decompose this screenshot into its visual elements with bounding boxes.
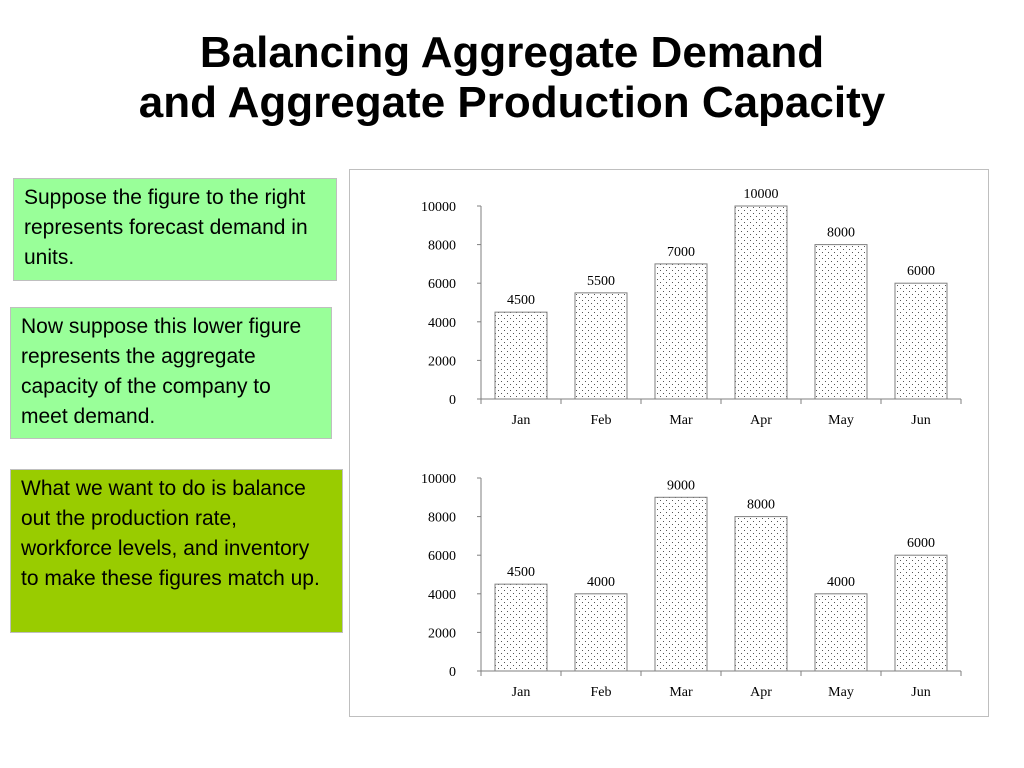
bar-may bbox=[814, 244, 868, 400]
x-tick-label-jun: Jun bbox=[911, 685, 930, 700]
chart-frame: 0 2000 4000 6000 8000 10000 4500 Jan 5500 Feb 7000… bbox=[349, 169, 989, 717]
slide-title: Balancing Aggregate Demand and Aggregate… bbox=[0, 28, 1024, 128]
y-tick-label: 10000 bbox=[421, 472, 456, 487]
x-tick-label-jan: Jan bbox=[512, 413, 531, 428]
x-tick-label-feb: Feb bbox=[591, 413, 612, 428]
y-tick-label: 2000 bbox=[428, 354, 456, 369]
y-tick-label: 0 bbox=[449, 393, 456, 408]
slide-title-line-2: and Aggregate Production Capacity bbox=[138, 78, 886, 127]
data-label-apr: 8000 bbox=[747, 498, 775, 513]
aggregate-capacity-chart: 0 2000 4000 6000 8000 10000 4500 Jan 4000 Feb 9000… bbox=[421, 472, 962, 700]
forecast-demand-note: Suppose the figure to the right represen… bbox=[13, 178, 337, 281]
data-label-jan: 4500 bbox=[507, 293, 535, 308]
y-tick-label: 8000 bbox=[428, 239, 456, 254]
bar-jan bbox=[494, 583, 548, 672]
x-tick-label-jun: Jun bbox=[911, 413, 930, 428]
data-label-jun: 6000 bbox=[907, 264, 935, 279]
chart-axes: 0 2000 4000 6000 8000 10000 bbox=[421, 472, 962, 680]
data-label-feb: 4000 bbox=[587, 575, 615, 590]
data-label-mar: 7000 bbox=[667, 245, 695, 260]
x-tick-label-apr: Apr bbox=[750, 685, 772, 700]
y-tick-label: 6000 bbox=[428, 549, 456, 564]
chart-axes: 0 2000 4000 6000 8000 10000 bbox=[421, 200, 962, 408]
y-tick-label: 10000 bbox=[421, 200, 456, 215]
bar-feb bbox=[574, 593, 628, 672]
data-label-mar: 9000 bbox=[667, 478, 695, 493]
bar-mar bbox=[654, 263, 708, 400]
x-tick-label-may: May bbox=[828, 413, 854, 428]
bar-jun bbox=[894, 282, 948, 400]
data-label-jan: 4500 bbox=[507, 565, 535, 580]
x-tick-label-mar: Mar bbox=[669, 685, 693, 700]
bar-apr bbox=[734, 516, 788, 672]
x-tick-label-jan: Jan bbox=[512, 685, 531, 700]
data-label-may: 4000 bbox=[827, 575, 855, 590]
x-tick-label-apr: Apr bbox=[750, 413, 772, 428]
x-tick-label-feb: Feb bbox=[591, 685, 612, 700]
bar-may bbox=[814, 593, 868, 672]
bar-jan bbox=[494, 311, 548, 400]
y-tick-label: 6000 bbox=[428, 277, 456, 292]
y-tick-label: 4000 bbox=[428, 588, 456, 603]
data-label-feb: 5500 bbox=[587, 274, 615, 289]
bar-apr bbox=[734, 205, 788, 400]
y-tick-label: 2000 bbox=[428, 626, 456, 641]
bar-jun bbox=[894, 554, 948, 672]
bar-feb bbox=[574, 292, 628, 400]
aggregate-capacity-note: Now suppose this lower figure represents… bbox=[10, 307, 332, 439]
y-tick-label: 4000 bbox=[428, 316, 456, 331]
forecast-demand-chart: 0 2000 4000 6000 8000 10000 4500 Jan 5500 Feb 7000… bbox=[421, 187, 962, 428]
bar-mar bbox=[654, 496, 708, 672]
x-tick-label-may: May bbox=[828, 685, 854, 700]
y-tick-label: 0 bbox=[449, 665, 456, 680]
data-label-may: 8000 bbox=[827, 226, 855, 241]
balance-goal-note: What we want to do is balance out the pr… bbox=[10, 469, 343, 633]
data-label-jun: 6000 bbox=[907, 536, 935, 551]
slide-title-line-1: Balancing Aggregate Demand bbox=[199, 28, 825, 77]
y-tick-label: 8000 bbox=[428, 511, 456, 526]
data-label-apr: 10000 bbox=[744, 187, 779, 202]
x-tick-label-mar: Mar bbox=[669, 413, 693, 428]
